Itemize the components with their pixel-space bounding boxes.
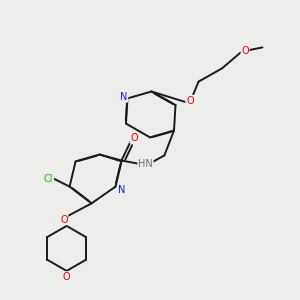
Text: Cl: Cl — [44, 174, 53, 184]
Text: O: O — [130, 133, 138, 143]
Text: O: O — [63, 272, 70, 282]
Text: N: N — [120, 92, 128, 102]
Text: HN: HN — [138, 159, 153, 170]
Text: O: O — [241, 46, 249, 56]
Text: N: N — [118, 185, 126, 195]
Text: O: O — [186, 95, 194, 106]
Text: O: O — [60, 214, 68, 225]
